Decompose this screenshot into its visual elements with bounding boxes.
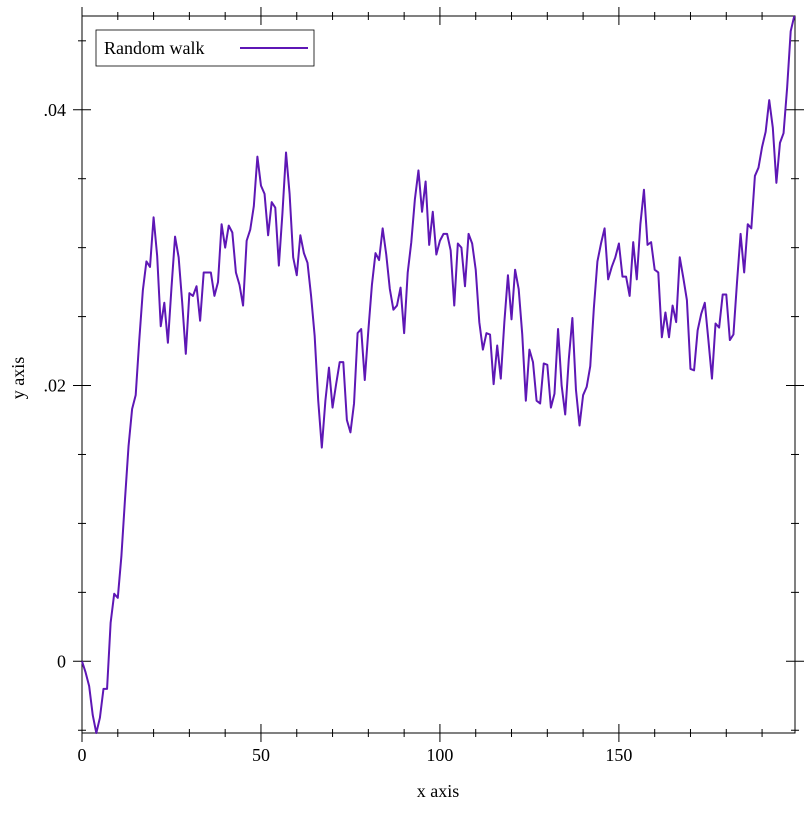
legend-label: Random walk xyxy=(104,38,205,58)
x-tick-label: 50 xyxy=(252,745,270,765)
x-tick-label: 150 xyxy=(605,745,632,765)
y-tick-label: 0 xyxy=(57,651,66,671)
y-tick-label: .04 xyxy=(44,100,67,120)
plot-frame xyxy=(81,15,796,734)
x-tick-label: 0 xyxy=(78,745,87,765)
y-tick-label: .02 xyxy=(44,376,67,396)
x-tick-label: 100 xyxy=(426,745,453,765)
y-axis-label: y axis xyxy=(8,357,28,400)
x-axis-label: x axis xyxy=(417,781,460,801)
line-series xyxy=(81,15,796,734)
